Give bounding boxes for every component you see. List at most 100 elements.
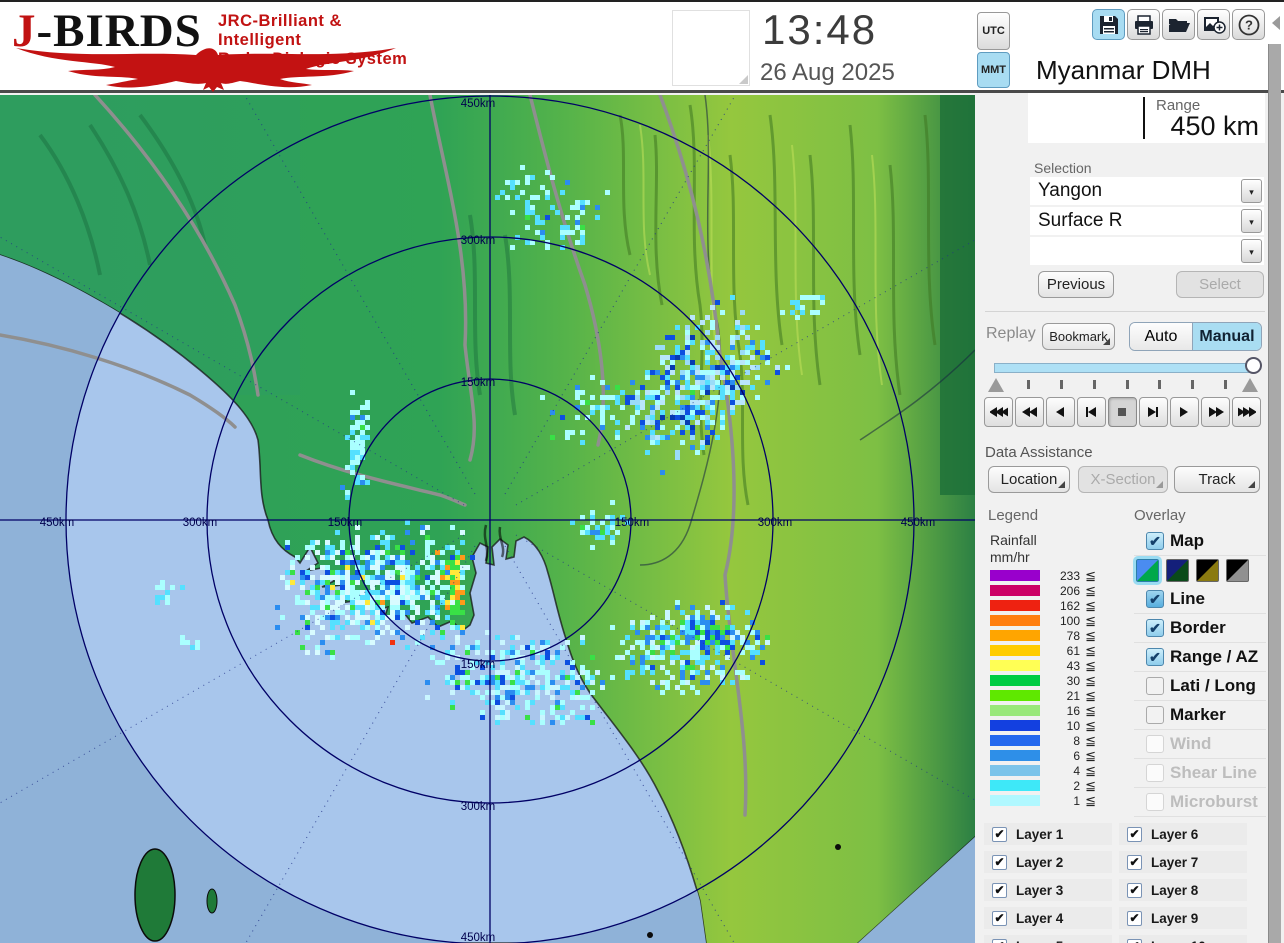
checkbox[interactable]: ✔ [992,826,1007,842]
dropdown-product[interactable]: Surface R ▾ [1030,207,1264,235]
svg-text:300km: 300km [461,801,496,813]
help-button[interactable]: ? [1232,9,1265,40]
chevron-down-icon[interactable]: ▾ [1241,179,1262,203]
fast-forward-button[interactable] [1232,397,1261,427]
save-icon [1099,15,1118,34]
export-image-button[interactable] [1197,9,1230,40]
manual-button[interactable]: Manual [1191,323,1261,350]
slider-start-marker[interactable] [988,378,1004,392]
skip-to-start-icon [1085,407,1096,417]
layer-row: ✔ Layer 2 [984,851,1112,873]
panel-scrollbar[interactable] [1268,44,1281,943]
checkbox[interactable]: ✔ [1146,590,1164,608]
replay-slider-track[interactable] [994,363,1257,373]
checkbox [1146,735,1164,753]
legend-scale: 233 ≦ 206 ≦ 162 ≦ 100 ≦ 78 ≦ 61 ≦ 43 ≦ 30 ≦ 21 ≦ 16 ≦ 10 ≦ 8 ≦ 6… [990,568,1096,808]
utc-button[interactable]: UTC [977,12,1010,50]
checkbox[interactable]: ✔ [992,938,1007,943]
legend-swatch [990,690,1040,701]
range-rings [0,95,975,943]
clock-date: 26 Aug 2025 [760,59,895,86]
rewind-button[interactable] [1015,397,1044,427]
legend-row: 16 ≦ [990,703,1096,718]
panel-collapse-icon[interactable] [1272,16,1280,30]
legend-swatch [990,720,1040,731]
step-back-button[interactable] [1046,397,1075,427]
forward-button[interactable] [1201,397,1230,427]
auto-manual-toggle: Auto Manual [1129,322,1262,351]
skip-to-end-button[interactable] [1139,397,1168,427]
chevron-down-icon[interactable]: ▾ [1241,239,1262,263]
svg-text:300km: 300km [461,235,496,247]
legend-row: 1 ≦ [990,793,1096,808]
checkbox[interactable]: ✔ [1127,938,1142,943]
checkbox[interactable]: ✔ [992,854,1007,870]
checkbox[interactable]: ✔ [992,882,1007,898]
slider-end-marker[interactable] [1242,378,1258,392]
legend-row: 6 ≦ [990,748,1096,763]
stop-button[interactable] [1108,397,1137,427]
svg-text:150km: 150km [461,659,496,671]
xsection-button[interactable]: X-Section [1078,466,1168,493]
map-style-swatch[interactable] [1133,556,1162,585]
auto-button[interactable]: Auto [1130,323,1192,350]
track-button[interactable]: Track [1174,466,1260,493]
skip-to-start-button[interactable] [1077,397,1106,427]
checkbox[interactable]: ✔ [1127,854,1142,870]
svg-text:300km: 300km [183,517,218,529]
bookmark-button[interactable]: Bookmark [1042,323,1115,350]
chevron-down-icon[interactable]: ▾ [1241,209,1262,233]
play-button[interactable] [1170,397,1199,427]
checkbox[interactable]: ✔ [1127,826,1142,842]
previous-button[interactable]: Previous [1038,271,1114,298]
rivers [483,94,976,566]
map-style-swatch[interactable] [1166,559,1189,582]
checkbox[interactable]: ✔ [1146,532,1164,550]
layer-row: ✔ Layer 9 [1119,907,1247,929]
open-folder-button[interactable] [1162,9,1195,40]
checkbox[interactable]: ✔ [992,910,1007,926]
mmt-button[interactable]: MMT [977,52,1010,88]
layer-row: ✔Layer 5 [984,935,1112,943]
legend-rainfall-label: Rainfall [990,532,1037,548]
rain-echoes [155,165,825,725]
checkbox[interactable]: ✔ [1127,882,1142,898]
legend-title: Legend [988,507,1039,524]
checkbox[interactable]: ✔ [1146,648,1164,666]
legend-row: 4 ≦ [990,763,1096,778]
legend-swatch [990,630,1040,641]
replay-slider-thumb[interactable] [1245,357,1262,374]
layer-row: ✔Layer 10 [1119,935,1247,943]
checkbox[interactable] [1146,677,1164,695]
svg-text:?: ? [1245,17,1253,32]
map-style-swatch[interactable] [1196,559,1219,582]
legend-swatch [990,645,1040,656]
select-button[interactable]: Select [1176,271,1264,298]
save-button[interactable] [1092,9,1125,40]
corner-fold-icon [1248,481,1255,488]
jbirds-logo: J-BIRDS JRC-Brilliant & Intelligent Rada… [8,4,428,92]
layer-row: ✔ Layer 4 [984,907,1112,929]
fast-rewind-button[interactable] [984,397,1013,427]
corner-fold-icon [1156,481,1163,488]
legend-swatch [990,795,1040,806]
legend-swatch [990,570,1040,581]
dropdown-extra[interactable]: ▾ [1030,237,1264,265]
map-style-swatch[interactable] [1226,559,1249,582]
checkbox[interactable]: ✔ [1127,910,1142,926]
help-icon: ? [1238,14,1259,35]
overlay-row-marker: Marker [1134,701,1266,730]
svg-text:450km: 450km [40,517,75,529]
checkbox[interactable] [1146,706,1164,724]
dropdown-site[interactable]: Yangon ▾ [1030,177,1264,205]
overlay-row-map: ✔ Map [1134,527,1266,556]
location-button[interactable]: Location [988,466,1070,493]
checkbox[interactable]: ✔ [1146,619,1164,637]
date-picker-box[interactable] [672,10,750,86]
print-button[interactable] [1127,9,1160,40]
radar-map[interactable]: 450km 300km 150km 450km 300km 150km 150km 300km… [0,0,1054,943]
range-box: Range 450 km [1028,93,1265,143]
legend-row: 206 ≦ [990,583,1096,598]
legend-row: 2 ≦ [990,778,1096,793]
